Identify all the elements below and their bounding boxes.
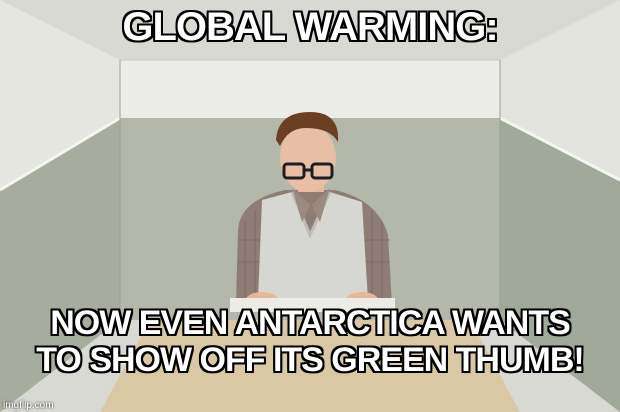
sweater-vest (258, 192, 368, 300)
keyboard (230, 298, 395, 312)
left-wall-upper (0, 0, 120, 190)
bottom-caption-line-2: TO SHOW OFF ITS GREEN THUMB! (36, 341, 584, 379)
back-wall-upper (120, 60, 500, 118)
hair (276, 112, 339, 146)
right-wall-lower (500, 118, 620, 412)
face (280, 124, 336, 192)
left-wall-lower (0, 118, 120, 412)
right-wall-upper (500, 0, 620, 180)
bottom-caption-line-1: NOW EVEN ANTARCTICA WANTS (50, 304, 571, 342)
glasses (282, 162, 334, 180)
person (236, 112, 392, 308)
imgflip-watermark: imgflip.com (3, 400, 54, 411)
top-caption: GLOBAL WARMING: (122, 5, 498, 49)
desk (100, 320, 520, 412)
bottom-caption: NOW EVEN ANTARCTICA WANTS TO SHOW OFF IT… (0, 305, 620, 379)
